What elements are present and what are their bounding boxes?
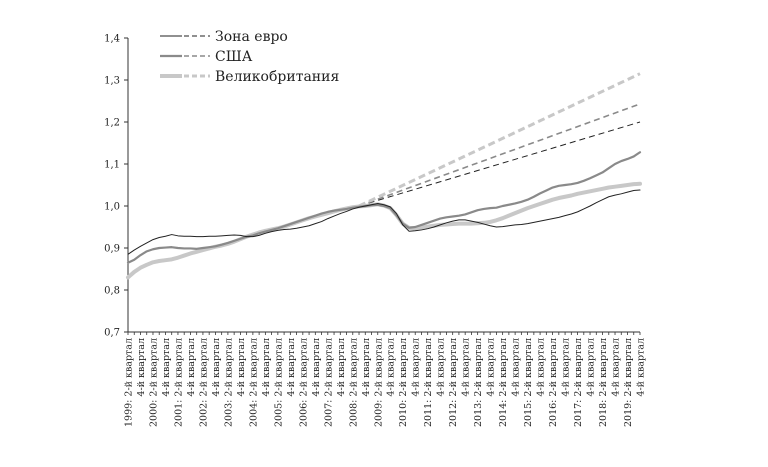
x-tick-label: 2004: 2-й квартал — [248, 338, 259, 427]
x-tick-label: 4-й квартал — [386, 338, 397, 397]
x-tick-label: 4-й квартал — [611, 338, 622, 397]
legend-label: США — [215, 49, 253, 65]
x-tick-label: 4-й квартал — [186, 338, 197, 397]
x-tick-label: 4-й квартал — [586, 338, 597, 397]
y-tick-label: 1,2 — [104, 118, 120, 129]
y-tick-label: 0,9 — [104, 244, 120, 255]
x-tick-label: 4-й квартал — [436, 338, 447, 397]
y-axis-ticks: 0,7 0,8 0,9 1,0 1,1 1,2 1,3 1,4 — [104, 34, 128, 339]
x-tick-label: 4-й квартал — [136, 338, 147, 397]
y-tick-label: 0,8 — [104, 286, 120, 297]
x-tick-label: 2018: 2-й квартал — [598, 338, 609, 427]
x-tick-label: 2002: 2-й квартал — [198, 338, 209, 427]
x-tick-label: 4-й квартал — [361, 338, 372, 397]
trend-line — [358, 121, 641, 207]
x-tick-label: 2019: 2-й квартал — [623, 338, 634, 427]
x-tick-label: 4-й квартал — [561, 338, 572, 397]
trend-lines — [358, 72, 641, 208]
x-tick-label: 2008: 2-й квартал — [348, 338, 359, 427]
x-tick-label: 4-й квартал — [286, 338, 297, 397]
x-axis-ticks: 1999: 2-й квартал 4-й квартал 2000: 2-й кв… — [124, 332, 647, 427]
x-tick-label: 1999: 2-й квартал — [124, 338, 135, 427]
trend-line — [358, 72, 641, 208]
x-tick-label: 2005: 2-й квартал — [273, 338, 284, 427]
x-tick-label: 2011: 2-й квартал — [423, 338, 434, 427]
x-tick-label: 4-й квартал — [461, 338, 472, 397]
x-tick-label: 4-й квартал — [211, 338, 222, 397]
x-tick-label: 4-й квартал — [636, 338, 647, 397]
legend-label: Зона евро — [215, 29, 288, 45]
y-tick-label: 0,7 — [104, 328, 120, 339]
x-tick-label: 4-й квартал — [311, 338, 322, 397]
x-tick-label: 2010: 2-й квартал — [398, 338, 409, 427]
x-tick-label: 4-й квартал — [336, 338, 347, 397]
plot-area: 0,7 0,8 0,9 1,0 1,1 1,2 1,3 1,4 1999: 2-й кварт… — [104, 34, 646, 428]
series-line — [127, 189, 641, 255]
legend: Зона евро США Великобритания — [160, 29, 339, 85]
x-tick-label: 2003: 2-й квартал — [223, 338, 234, 427]
x-tick-label: 2014: 2-й квартал — [498, 338, 509, 427]
y-tick-label: 1,0 — [104, 202, 120, 213]
x-tick-label: 2009: 2-й квартал — [373, 338, 384, 427]
y-tick-label: 1,4 — [104, 34, 120, 45]
x-tick-label: 2017: 2-й квартал — [573, 338, 584, 427]
x-tick-label: 2013: 2-й квартал — [473, 338, 484, 427]
x-tick-label: 4-й квартал — [486, 338, 497, 397]
x-tick-label: 2001: 2-й квартал — [173, 338, 184, 427]
series-lines — [126, 151, 642, 280]
y-tick-label: 1,3 — [104, 76, 120, 87]
x-tick-label: 4-й квартал — [536, 338, 547, 397]
x-tick-label: 2006: 2-й квартал — [298, 338, 309, 427]
series-line — [126, 181, 642, 280]
series-line — [126, 151, 642, 264]
legend-label: Великобритания — [215, 69, 339, 85]
x-tick-label: 2007: 2-й квартал — [323, 338, 334, 427]
x-tick-label: 4-й квартал — [161, 338, 172, 397]
x-tick-label: 4-й квартал — [261, 338, 272, 397]
x-tick-label: 2016: 2-й квартал — [548, 338, 559, 427]
x-tick-label: 2000: 2-й квартал — [148, 338, 159, 427]
x-tick-label: 4-й квартал — [511, 338, 522, 397]
x-tick-label: 4-й квартал — [236, 338, 247, 397]
x-tick-label: 2012: 2-й квартал — [448, 338, 459, 427]
x-tick-label: 2015: 2-й квартал — [523, 338, 534, 427]
y-tick-label: 1,1 — [104, 160, 120, 171]
x-tick-label: 4-й квартал — [411, 338, 422, 397]
